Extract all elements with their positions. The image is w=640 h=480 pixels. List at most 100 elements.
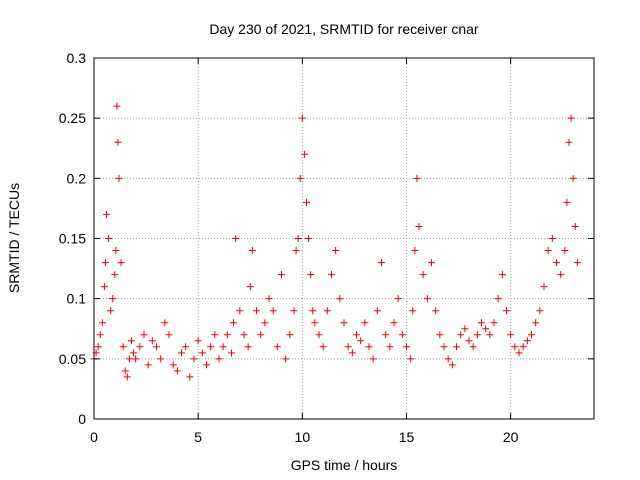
data-point — [444, 355, 452, 363]
data-point — [98, 319, 106, 327]
data-point — [253, 307, 260, 315]
data-point — [114, 138, 122, 146]
data-point — [248, 247, 256, 255]
data-point — [101, 259, 109, 267]
data-point — [103, 210, 110, 218]
data-points — [90, 102, 581, 381]
data-point — [246, 283, 254, 291]
data-point — [528, 331, 535, 339]
data-point — [567, 114, 575, 122]
data-point — [561, 247, 569, 255]
data-point — [382, 331, 390, 339]
data-point — [232, 235, 240, 242]
y-tick-label: 0.15 — [59, 231, 86, 247]
data-point — [482, 325, 490, 333]
x-tick-label: 5 — [194, 429, 202, 445]
data-point — [286, 331, 294, 339]
data-point — [128, 337, 135, 345]
data-point — [563, 198, 571, 206]
data-point — [323, 307, 331, 315]
y-tick-label: 0.1 — [67, 291, 87, 307]
data-point — [569, 174, 577, 182]
data-point — [230, 319, 238, 327]
data-point — [298, 114, 306, 122]
data-point — [261, 319, 269, 327]
data-point — [507, 331, 515, 339]
data-point — [440, 343, 448, 351]
y-tick-label: 0.05 — [59, 351, 86, 367]
data-point — [130, 349, 138, 357]
data-point — [319, 343, 327, 351]
data-point — [148, 337, 156, 345]
data-point — [182, 343, 190, 351]
data-point — [100, 283, 108, 291]
data-point — [113, 102, 121, 110]
data-point — [228, 349, 235, 357]
data-point — [161, 319, 169, 327]
data-point — [461, 325, 469, 333]
x-tick-label: 15 — [399, 429, 415, 445]
data-point — [398, 331, 406, 339]
data-point — [373, 307, 381, 315]
data-point — [140, 331, 148, 339]
data-point — [511, 343, 519, 351]
axis-ticks: 0 0.05 0.1 0.15 0.2 0.25 0.3 0 5 10 15 20 — [59, 50, 594, 445]
data-point — [428, 259, 435, 267]
data-point — [473, 331, 481, 339]
data-point — [144, 361, 152, 369]
data-point — [415, 222, 423, 230]
y-tick-label: 0.3 — [67, 50, 87, 66]
data-point — [132, 355, 140, 363]
data-point — [453, 343, 460, 351]
data-point — [503, 307, 510, 315]
data-point — [357, 337, 365, 345]
data-point — [273, 343, 281, 351]
data-point — [344, 343, 352, 351]
data-point — [409, 307, 417, 315]
data-point — [300, 150, 308, 158]
data-point — [553, 259, 560, 267]
y-tick-label: 0 — [78, 411, 86, 427]
y-tick-label: 0.25 — [59, 110, 86, 126]
data-point — [353, 331, 360, 339]
data-point — [340, 319, 348, 327]
data-point — [96, 331, 104, 339]
chart-title: Day 230 of 2021, SRMTID for receiver cna… — [209, 21, 479, 37]
data-point — [125, 355, 133, 363]
data-point — [336, 295, 344, 303]
data-point — [348, 349, 356, 357]
data-point — [486, 331, 494, 339]
data-point — [448, 361, 456, 369]
data-point — [403, 343, 410, 351]
data-point — [107, 307, 115, 315]
data-point — [436, 331, 444, 339]
data-point — [269, 307, 277, 315]
data-point — [332, 247, 340, 255]
data-point — [282, 355, 290, 363]
data-point — [365, 343, 373, 351]
data-point — [457, 331, 465, 339]
data-point — [215, 355, 223, 363]
data-point — [328, 271, 335, 279]
data-point — [105, 235, 113, 242]
data-point — [565, 138, 573, 146]
data-point — [361, 319, 369, 327]
data-point — [173, 367, 181, 375]
data-point — [469, 343, 477, 351]
data-point — [478, 319, 485, 327]
data-point — [394, 295, 402, 303]
data-point — [307, 271, 315, 279]
data-point — [169, 361, 177, 369]
data-point — [296, 174, 304, 182]
data-point — [223, 331, 231, 339]
data-point — [265, 295, 273, 303]
data-point — [111, 271, 119, 279]
data-point — [190, 355, 198, 363]
data-point — [519, 343, 527, 351]
grid — [94, 58, 594, 419]
data-point — [119, 343, 127, 351]
data-point — [257, 331, 265, 339]
data-point — [423, 295, 431, 303]
x-tick-label: 20 — [503, 429, 519, 445]
